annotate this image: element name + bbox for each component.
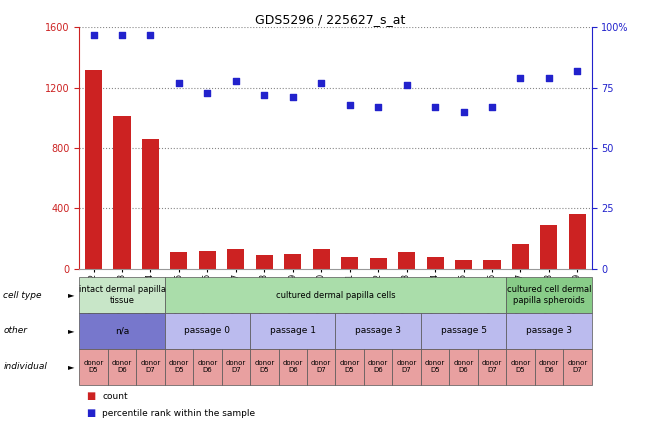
- Text: passage 5: passage 5: [440, 327, 486, 335]
- Text: individual: individual: [3, 363, 47, 371]
- Text: donor
D5: donor D5: [169, 360, 189, 374]
- Text: donor
D7: donor D7: [311, 360, 331, 374]
- Bar: [227, 249, 245, 269]
- Point: [373, 104, 383, 110]
- Point: [458, 109, 469, 115]
- Bar: [569, 214, 586, 269]
- Bar: [313, 249, 330, 269]
- Bar: [85, 70, 102, 269]
- Point: [145, 31, 156, 38]
- Bar: [171, 252, 188, 269]
- Text: passage 3: passage 3: [355, 327, 401, 335]
- Text: donor
D7: donor D7: [567, 360, 588, 374]
- Point: [288, 94, 298, 101]
- Text: donor
D7: donor D7: [225, 360, 246, 374]
- Point: [515, 75, 525, 82]
- Point: [344, 101, 355, 108]
- Text: donor
D6: donor D6: [539, 360, 559, 374]
- Point: [543, 75, 554, 82]
- Text: donor
D7: donor D7: [140, 360, 161, 374]
- Text: count: count: [102, 392, 128, 401]
- Point: [117, 31, 128, 38]
- Text: ►: ►: [68, 327, 75, 335]
- Text: donor
D6: donor D6: [112, 360, 132, 374]
- Text: donor
D5: donor D5: [83, 360, 104, 374]
- Text: donor
D6: donor D6: [453, 360, 474, 374]
- Point: [202, 89, 213, 96]
- Bar: [114, 116, 130, 269]
- Bar: [483, 260, 500, 269]
- Bar: [199, 250, 216, 269]
- Text: donor
D7: donor D7: [482, 360, 502, 374]
- Text: passage 1: passage 1: [270, 327, 316, 335]
- Bar: [341, 257, 358, 269]
- Text: passage 0: passage 0: [184, 327, 231, 335]
- Text: intact dermal papilla
tissue: intact dermal papilla tissue: [79, 286, 165, 305]
- Text: donor
D7: donor D7: [397, 360, 416, 374]
- Text: passage 3: passage 3: [526, 327, 572, 335]
- Bar: [142, 139, 159, 269]
- Text: ►: ►: [68, 291, 75, 299]
- Text: GDS5296 / 225627_s_at: GDS5296 / 225627_s_at: [255, 13, 406, 26]
- Text: ■: ■: [86, 391, 95, 401]
- Bar: [398, 252, 415, 269]
- Text: ■: ■: [86, 409, 95, 418]
- Point: [401, 82, 412, 89]
- Bar: [256, 255, 273, 269]
- Text: donor
D5: donor D5: [340, 360, 360, 374]
- Text: donor
D6: donor D6: [197, 360, 217, 374]
- Point: [486, 104, 497, 110]
- Text: donor
D5: donor D5: [425, 360, 446, 374]
- Bar: [455, 260, 472, 269]
- Bar: [541, 225, 557, 269]
- Text: n/a: n/a: [115, 327, 129, 335]
- Point: [89, 31, 99, 38]
- Point: [430, 104, 440, 110]
- Bar: [426, 257, 444, 269]
- Point: [231, 77, 241, 84]
- Text: donor
D6: donor D6: [283, 360, 303, 374]
- Text: percentile rank within the sample: percentile rank within the sample: [102, 409, 256, 418]
- Text: cell type: cell type: [3, 291, 42, 299]
- Text: donor
D6: donor D6: [368, 360, 388, 374]
- Text: donor
D5: donor D5: [510, 360, 531, 374]
- Point: [174, 80, 184, 86]
- Point: [316, 80, 327, 86]
- Text: cultured cell dermal
papilla spheroids: cultured cell dermal papilla spheroids: [506, 286, 591, 305]
- Point: [572, 68, 582, 74]
- Bar: [284, 253, 301, 269]
- Text: other: other: [3, 327, 27, 335]
- Bar: [512, 244, 529, 269]
- Text: donor
D5: donor D5: [254, 360, 274, 374]
- Point: [259, 92, 270, 99]
- Bar: [369, 258, 387, 269]
- Text: ►: ►: [68, 363, 75, 371]
- Text: cultured dermal papilla cells: cultured dermal papilla cells: [276, 291, 395, 299]
